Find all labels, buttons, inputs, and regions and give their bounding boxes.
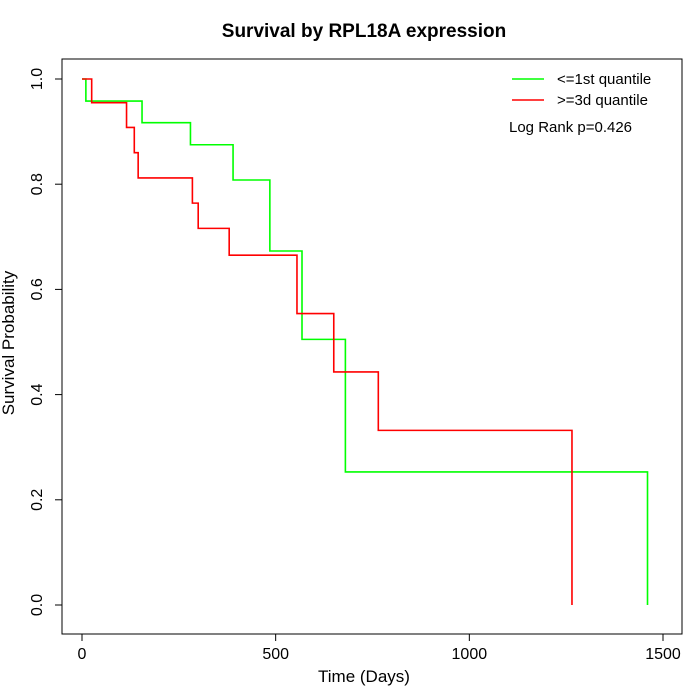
chart-title: Survival by RPL18A expression (222, 21, 506, 42)
x-axis: 0 500 1000 1500 (78, 634, 681, 663)
x-tick-label: 1000 (452, 646, 488, 663)
y-tick-label: 0.6 (29, 278, 46, 300)
plot-frame (61, 58, 683, 635)
survival-curve-low (82, 78, 649, 605)
legend-label: <=1st quantile (557, 71, 651, 88)
survival-curve-high (82, 78, 573, 605)
legend: <=1st quantile >=3d quantile (512, 71, 651, 109)
x-tick-label: 1500 (645, 646, 681, 663)
x-tick-label: 0 (78, 646, 87, 663)
y-tick-label: 0.4 (29, 383, 46, 405)
legend-label: >=3d quantile (557, 92, 648, 109)
y-tick-label: 0.0 (29, 594, 46, 616)
series-layer (82, 78, 649, 605)
y-tick-label: 1.0 (29, 68, 46, 90)
y-axis-label: Survival Probability (0, 270, 18, 415)
y-tick-label: 0.2 (29, 489, 46, 511)
x-axis-label: Time (Days) (318, 667, 410, 686)
x-tick-label: 500 (262, 646, 289, 663)
y-axis: 0.0 0.2 0.4 0.6 0.8 1.0 (29, 68, 62, 616)
y-tick-label: 0.8 (29, 173, 46, 195)
log-rank-annotation: Log Rank p=0.426 (509, 119, 632, 136)
